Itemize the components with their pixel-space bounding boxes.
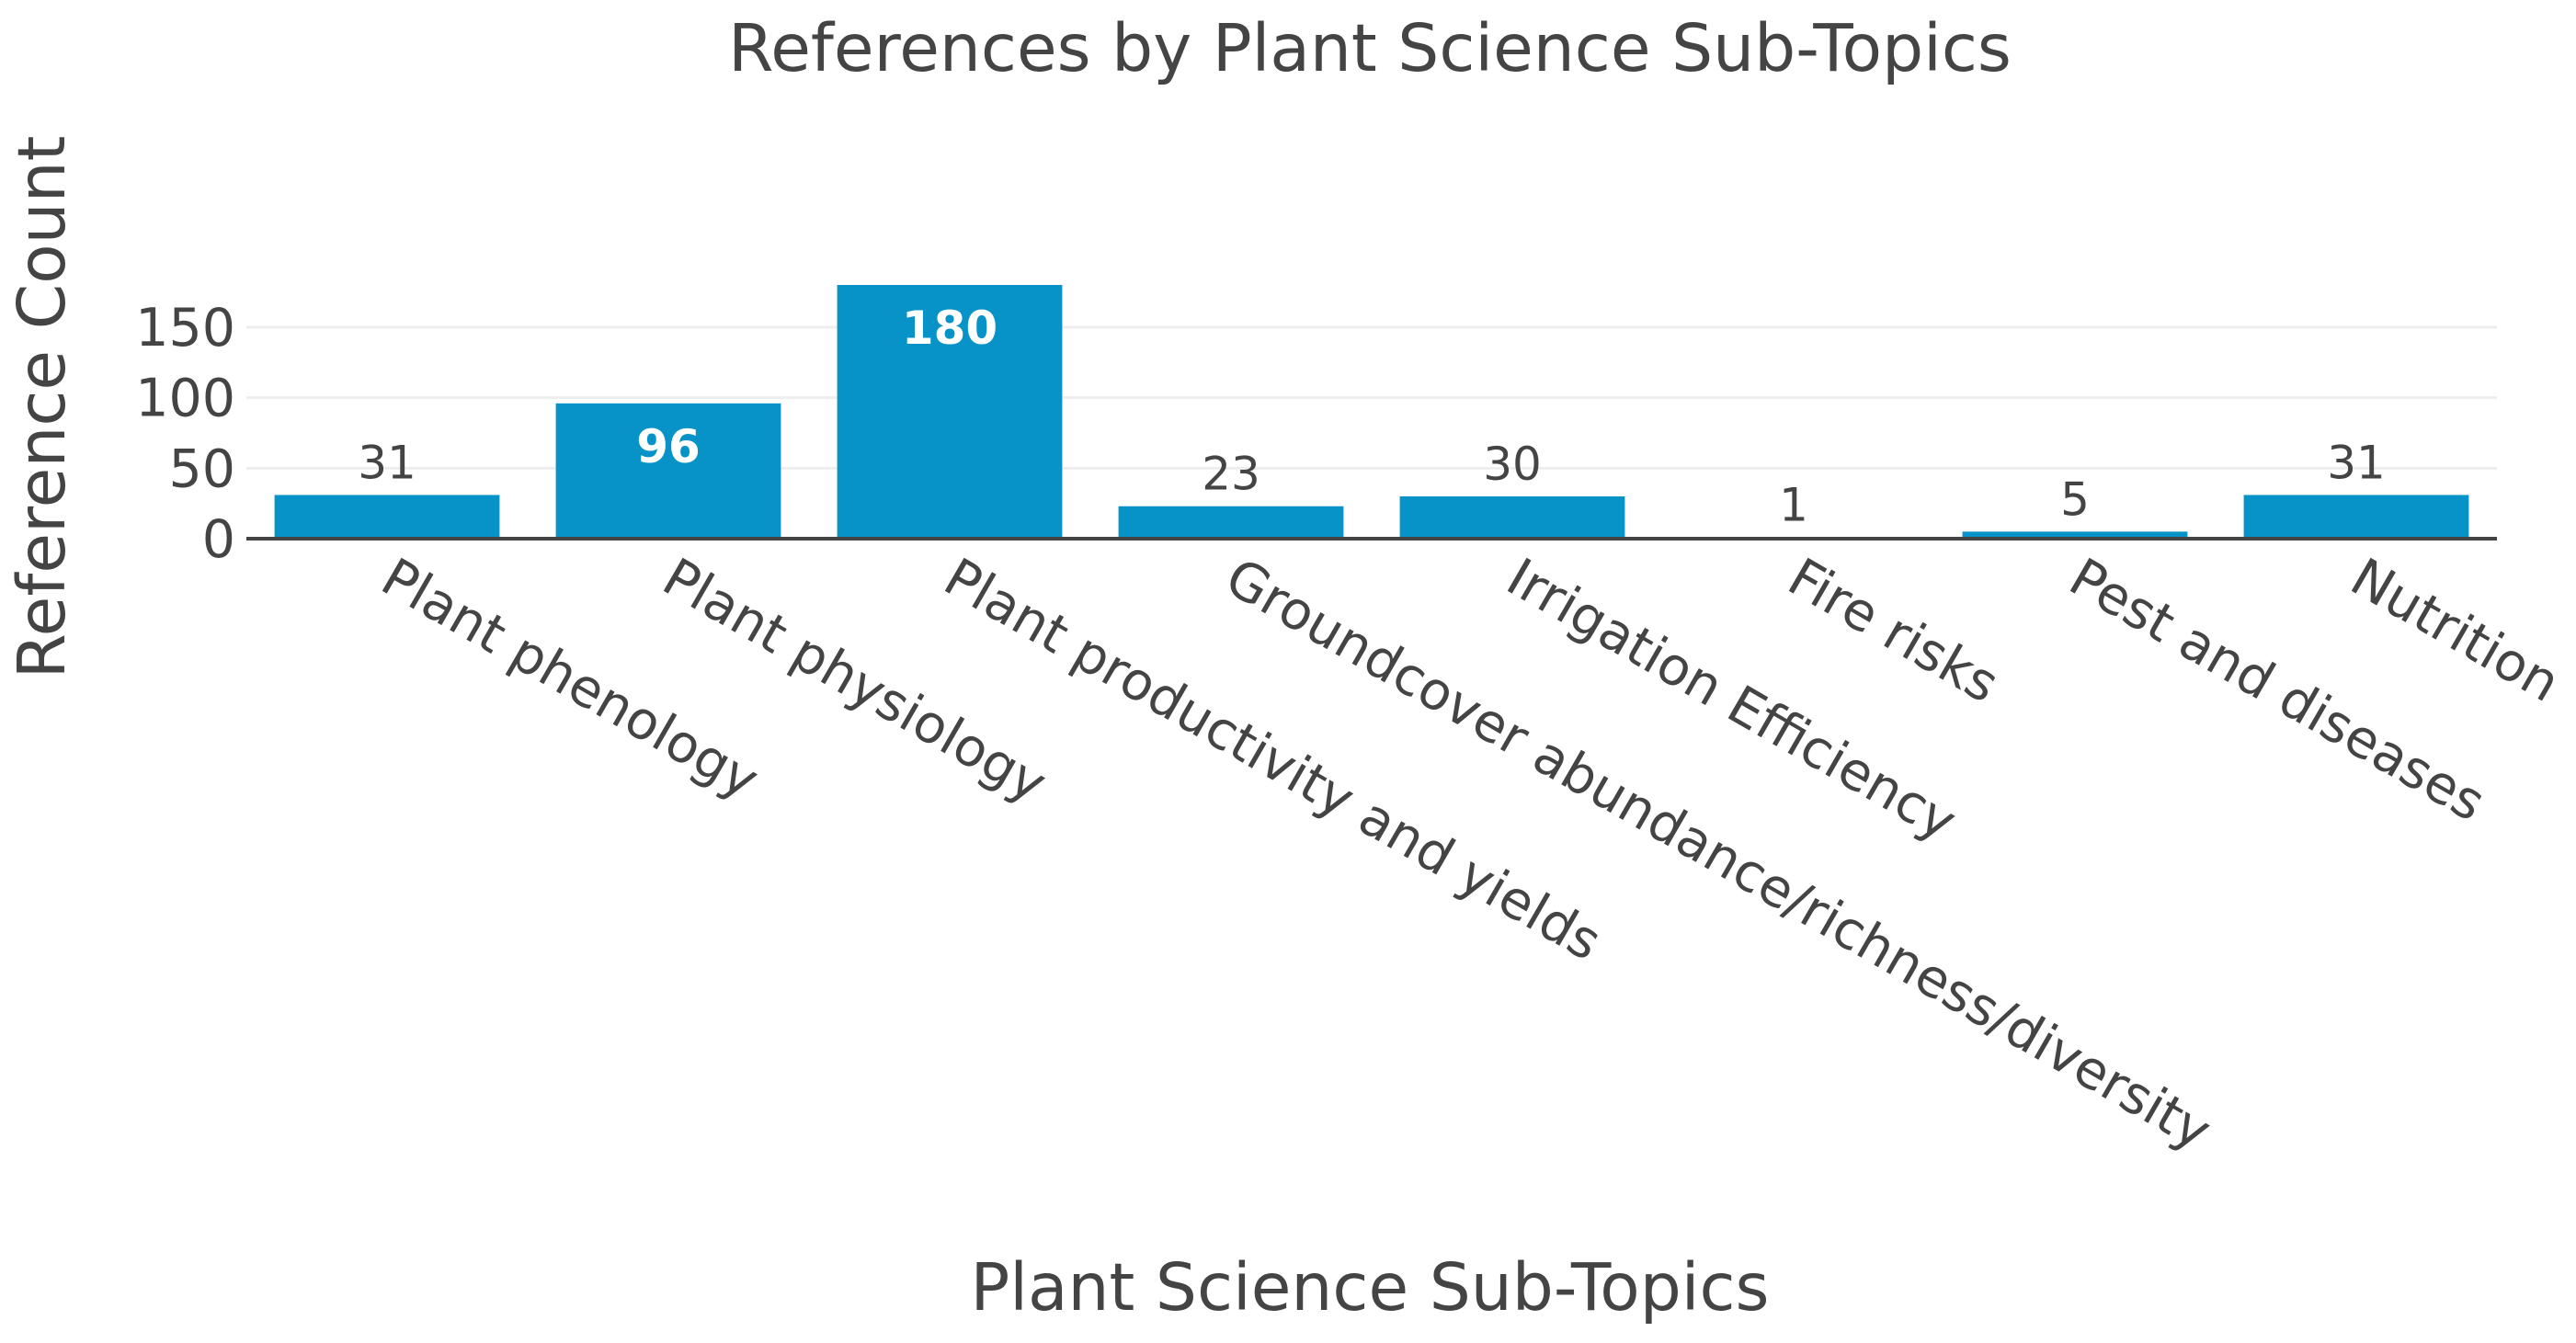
x-tick-label: Nutrition [2341,547,2570,714]
bar [1399,496,1625,539]
bar [1962,531,2188,539]
bar-value-label: 96 [636,420,701,473]
bar [555,403,781,539]
x-axis-title: Plant Science Sub-Topics [970,1249,1769,1326]
chart-title: References by Plant Science Sub-Topics [728,10,2012,86]
x-tick-label: Groundcover abundance/richness/diversity [1215,547,2221,1163]
bar-value-label: 23 [1202,448,1260,501]
bar [837,285,1063,539]
y-tick-label: 100 [135,369,235,429]
bars [274,285,2469,539]
y-axis-ticks: 0 50 100 150 [135,298,235,570]
bar-value-label: 5 [2060,472,2090,526]
y-tick-label: 0 [202,509,235,570]
y-tick-label: 50 [168,438,235,499]
bar-value-label: 1 [1779,478,1808,531]
bar-value-label: 31 [358,436,416,489]
y-axis-title: Reference Count [4,136,80,679]
bar [274,495,500,539]
bar-value-label: 30 [1483,438,1542,491]
bar-value-label: 180 [902,302,997,355]
x-tick-label: Irrigation Efficiency [1497,547,1966,853]
bar [2243,495,2469,539]
y-tick-label: 150 [135,298,235,359]
bar [1118,506,1344,539]
bar-value-label: 31 [2327,436,2386,489]
bar-value-labels: 31 96 180 23 30 1 5 31 [358,302,2386,531]
x-tick-label: Fire risks [1778,547,2009,715]
